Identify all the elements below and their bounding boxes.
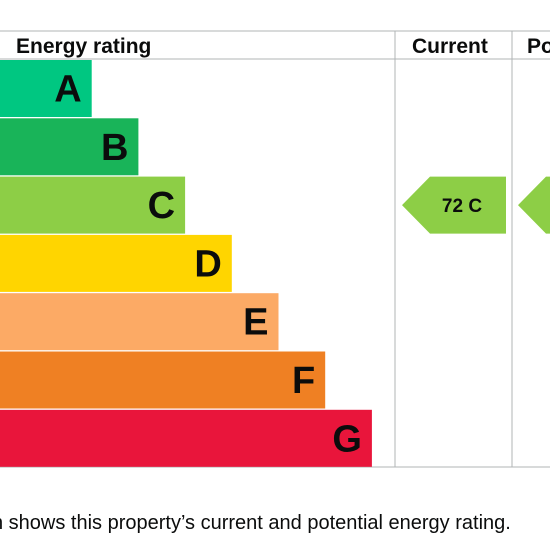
band-bar-f — [0, 351, 326, 409]
band-bar-b — [0, 118, 139, 176]
band-letter-c: C — [148, 185, 175, 227]
band-bar-a — [0, 60, 92, 117]
rating-markers: 72 C — [402, 176, 550, 234]
chart-caption: h shows this property’s current and pote… — [0, 512, 511, 534]
band-letter-d: D — [194, 243, 221, 285]
current-rating-label: 72 C — [442, 196, 482, 217]
band-bar-e — [0, 293, 279, 351]
band-letter-g: G — [332, 418, 362, 460]
band-letter-b: B — [101, 127, 128, 169]
rating-column-header: Energy rating — [16, 35, 151, 58]
band-bar-g — [0, 409, 372, 467]
potential-rating-arrow — [518, 176, 550, 234]
band-letter-e: E — [243, 302, 268, 344]
band-letter-a: A — [54, 69, 81, 111]
band-bar-c — [0, 176, 186, 234]
band-bar-d — [0, 234, 232, 292]
current-rating-arrow — [402, 176, 506, 234]
band-letter-f: F — [292, 360, 315, 402]
current-column-header: Current — [412, 35, 488, 58]
potential-column-header: Po — [527, 35, 550, 58]
chart-grid — [0, 30, 550, 468]
